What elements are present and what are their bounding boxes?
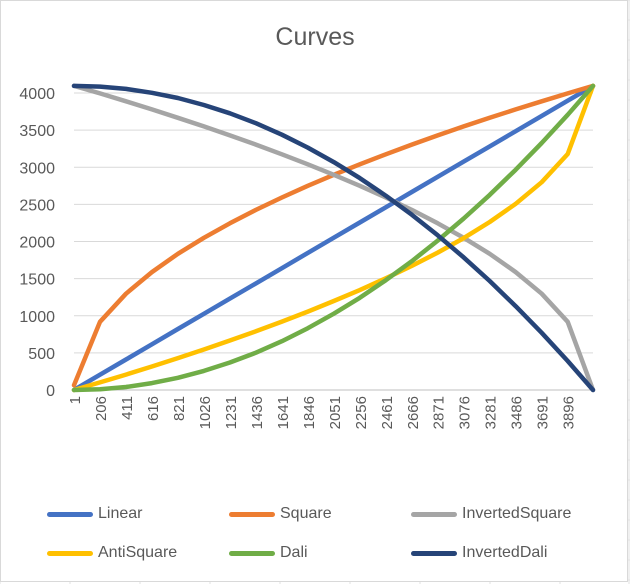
- x-tick-label: 1231: [223, 396, 240, 429]
- series-line-antisquare[interactable]: [71, 83, 596, 393]
- x-tick-label: 206: [93, 396, 110, 421]
- y-tick-label: 1000: [19, 309, 55, 326]
- legend-swatch-dali: [229, 550, 275, 556]
- series-line-invertedsquare[interactable]: [71, 83, 596, 393]
- legend-swatch-antisquare: [47, 550, 93, 556]
- x-tick-label: 3281: [483, 396, 500, 429]
- legend-item-dali[interactable]: Dali: [229, 544, 308, 562]
- y-tick-label: 3500: [19, 123, 55, 140]
- x-tick-label: 2256: [353, 396, 370, 429]
- x-tick-label: 3896: [561, 396, 578, 429]
- legend-item-invertedsquare[interactable]: InvertedSquare: [411, 505, 571, 523]
- x-tick-label: 3691: [535, 396, 552, 429]
- x-tick-label: 3486: [509, 396, 526, 429]
- y-tick-label: 2500: [19, 197, 55, 214]
- legend-swatch-invertedsquare: [411, 511, 457, 517]
- series-line-linear[interactable]: [71, 83, 596, 393]
- legend-label-antisquare: AntiSquare: [98, 544, 178, 561]
- x-tick-label: 2461: [379, 396, 396, 429]
- y-tick-label: 3000: [19, 160, 55, 177]
- legend-label-square: Square: [280, 505, 332, 522]
- legend-item-inverteddali[interactable]: InvertedDali: [411, 544, 547, 562]
- x-tick-label: 821: [171, 396, 188, 421]
- x-tick-label: 1846: [301, 396, 318, 429]
- x-tick-label: 1641: [275, 396, 292, 429]
- legend-swatch-linear: [47, 511, 93, 517]
- y-tick-label: 2000: [19, 235, 55, 252]
- legend-label-dali: Dali: [280, 544, 308, 561]
- series-line-inverteddali[interactable]: [71, 83, 596, 393]
- x-tick-label: 616: [145, 396, 162, 421]
- y-tick-label: 0: [46, 383, 55, 400]
- chart-title: Curves: [275, 23, 355, 51]
- x-tick-label: 1: [67, 396, 84, 404]
- y-tick-label: 1500: [19, 272, 55, 289]
- series-line-dali[interactable]: [71, 83, 596, 393]
- x-tick-label: 2051: [327, 396, 344, 429]
- y-tick-label: 500: [28, 346, 55, 363]
- legend-item-square[interactable]: Square: [229, 505, 332, 523]
- x-tick-label: 1026: [197, 396, 214, 429]
- legend-label-inverteddali: InvertedDali: [462, 544, 548, 561]
- legend-item-linear[interactable]: Linear: [47, 505, 142, 523]
- x-tick-label: 1436: [249, 396, 266, 429]
- legend-label-linear: Linear: [98, 505, 143, 522]
- legend-swatch-inverteddali: [411, 550, 457, 556]
- y-tick-label: 4000: [19, 86, 55, 103]
- x-tick-label: 411: [119, 396, 136, 420]
- legend-swatch-square: [229, 511, 275, 517]
- x-tick-label: 2666: [405, 396, 422, 429]
- x-tick-label: 3076: [457, 396, 474, 429]
- legend-item-antisquare[interactable]: AntiSquare: [47, 544, 177, 562]
- legend-label-invertedsquare: InvertedSquare: [462, 505, 572, 522]
- x-tick-label: 2871: [431, 396, 448, 429]
